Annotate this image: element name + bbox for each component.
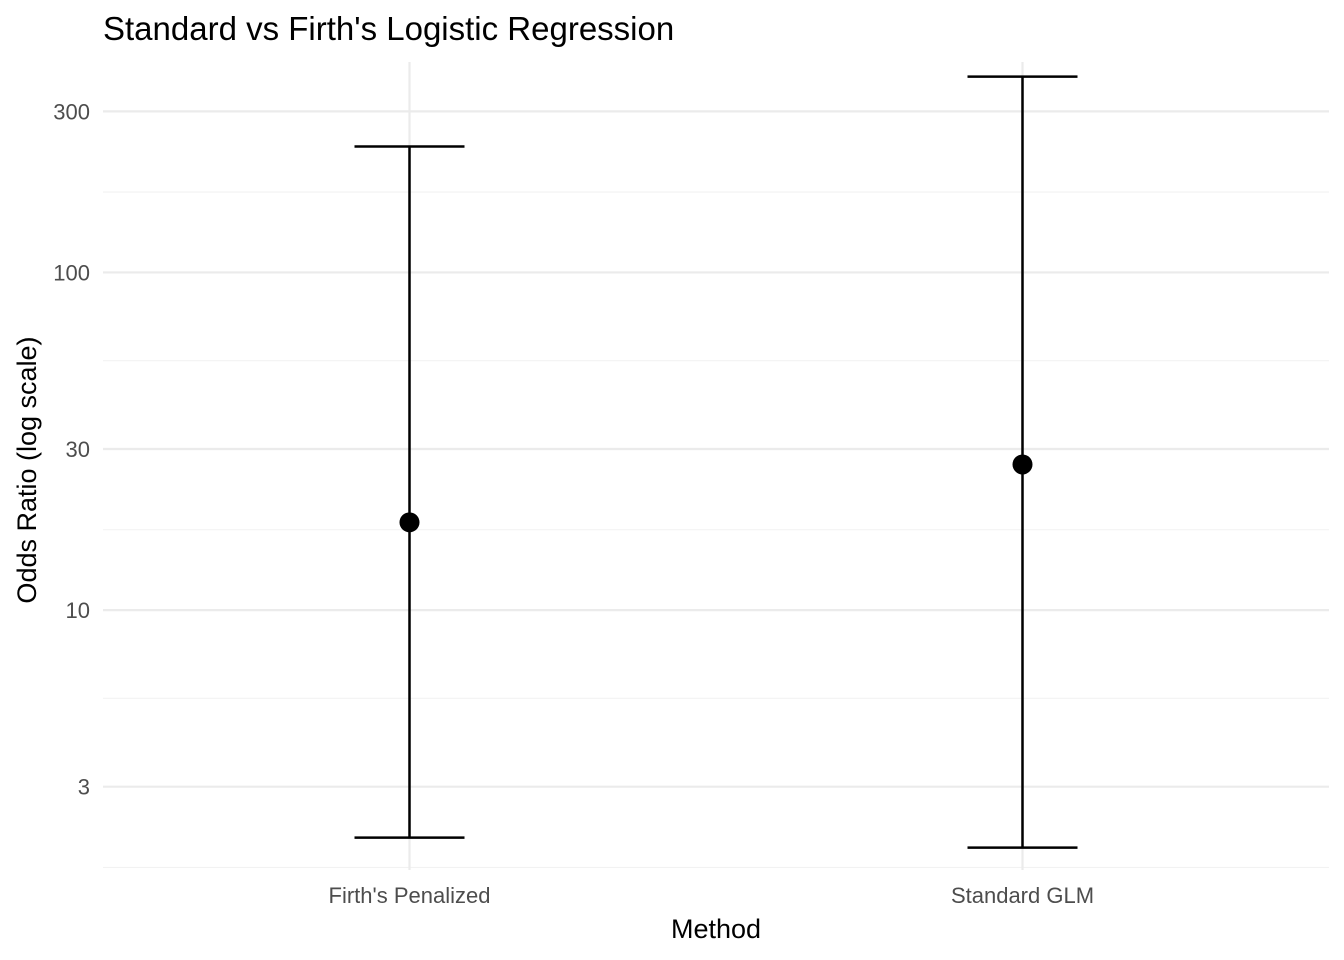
minor-gridlines [103,191,1329,868]
y-axis-ticks: 3 10 30 100 300 [53,99,90,799]
x-tick-label: Standard GLM [951,883,1094,908]
y-axis-title: Odds Ratio (log scale) [12,336,42,603]
estimate-point [399,512,420,533]
major-gridlines [103,110,1329,788]
x-axis-title: Method [671,914,761,944]
chart-title: Standard vs Firth's Logistic Regression [103,10,674,47]
y-tick-label: 3 [78,775,90,800]
y-tick-label: 10 [66,598,90,623]
estimate-point [1012,454,1033,475]
vertical-gridlines [408,62,1024,870]
x-tick-label: Firth's Penalized [329,883,491,908]
y-tick-label: 100 [53,260,90,285]
plot-marks [354,75,1078,849]
x-axis-ticks: Firth's Penalized Standard GLM [329,883,1095,908]
y-tick-label: 300 [53,99,90,124]
y-tick-label: 30 [66,437,90,462]
